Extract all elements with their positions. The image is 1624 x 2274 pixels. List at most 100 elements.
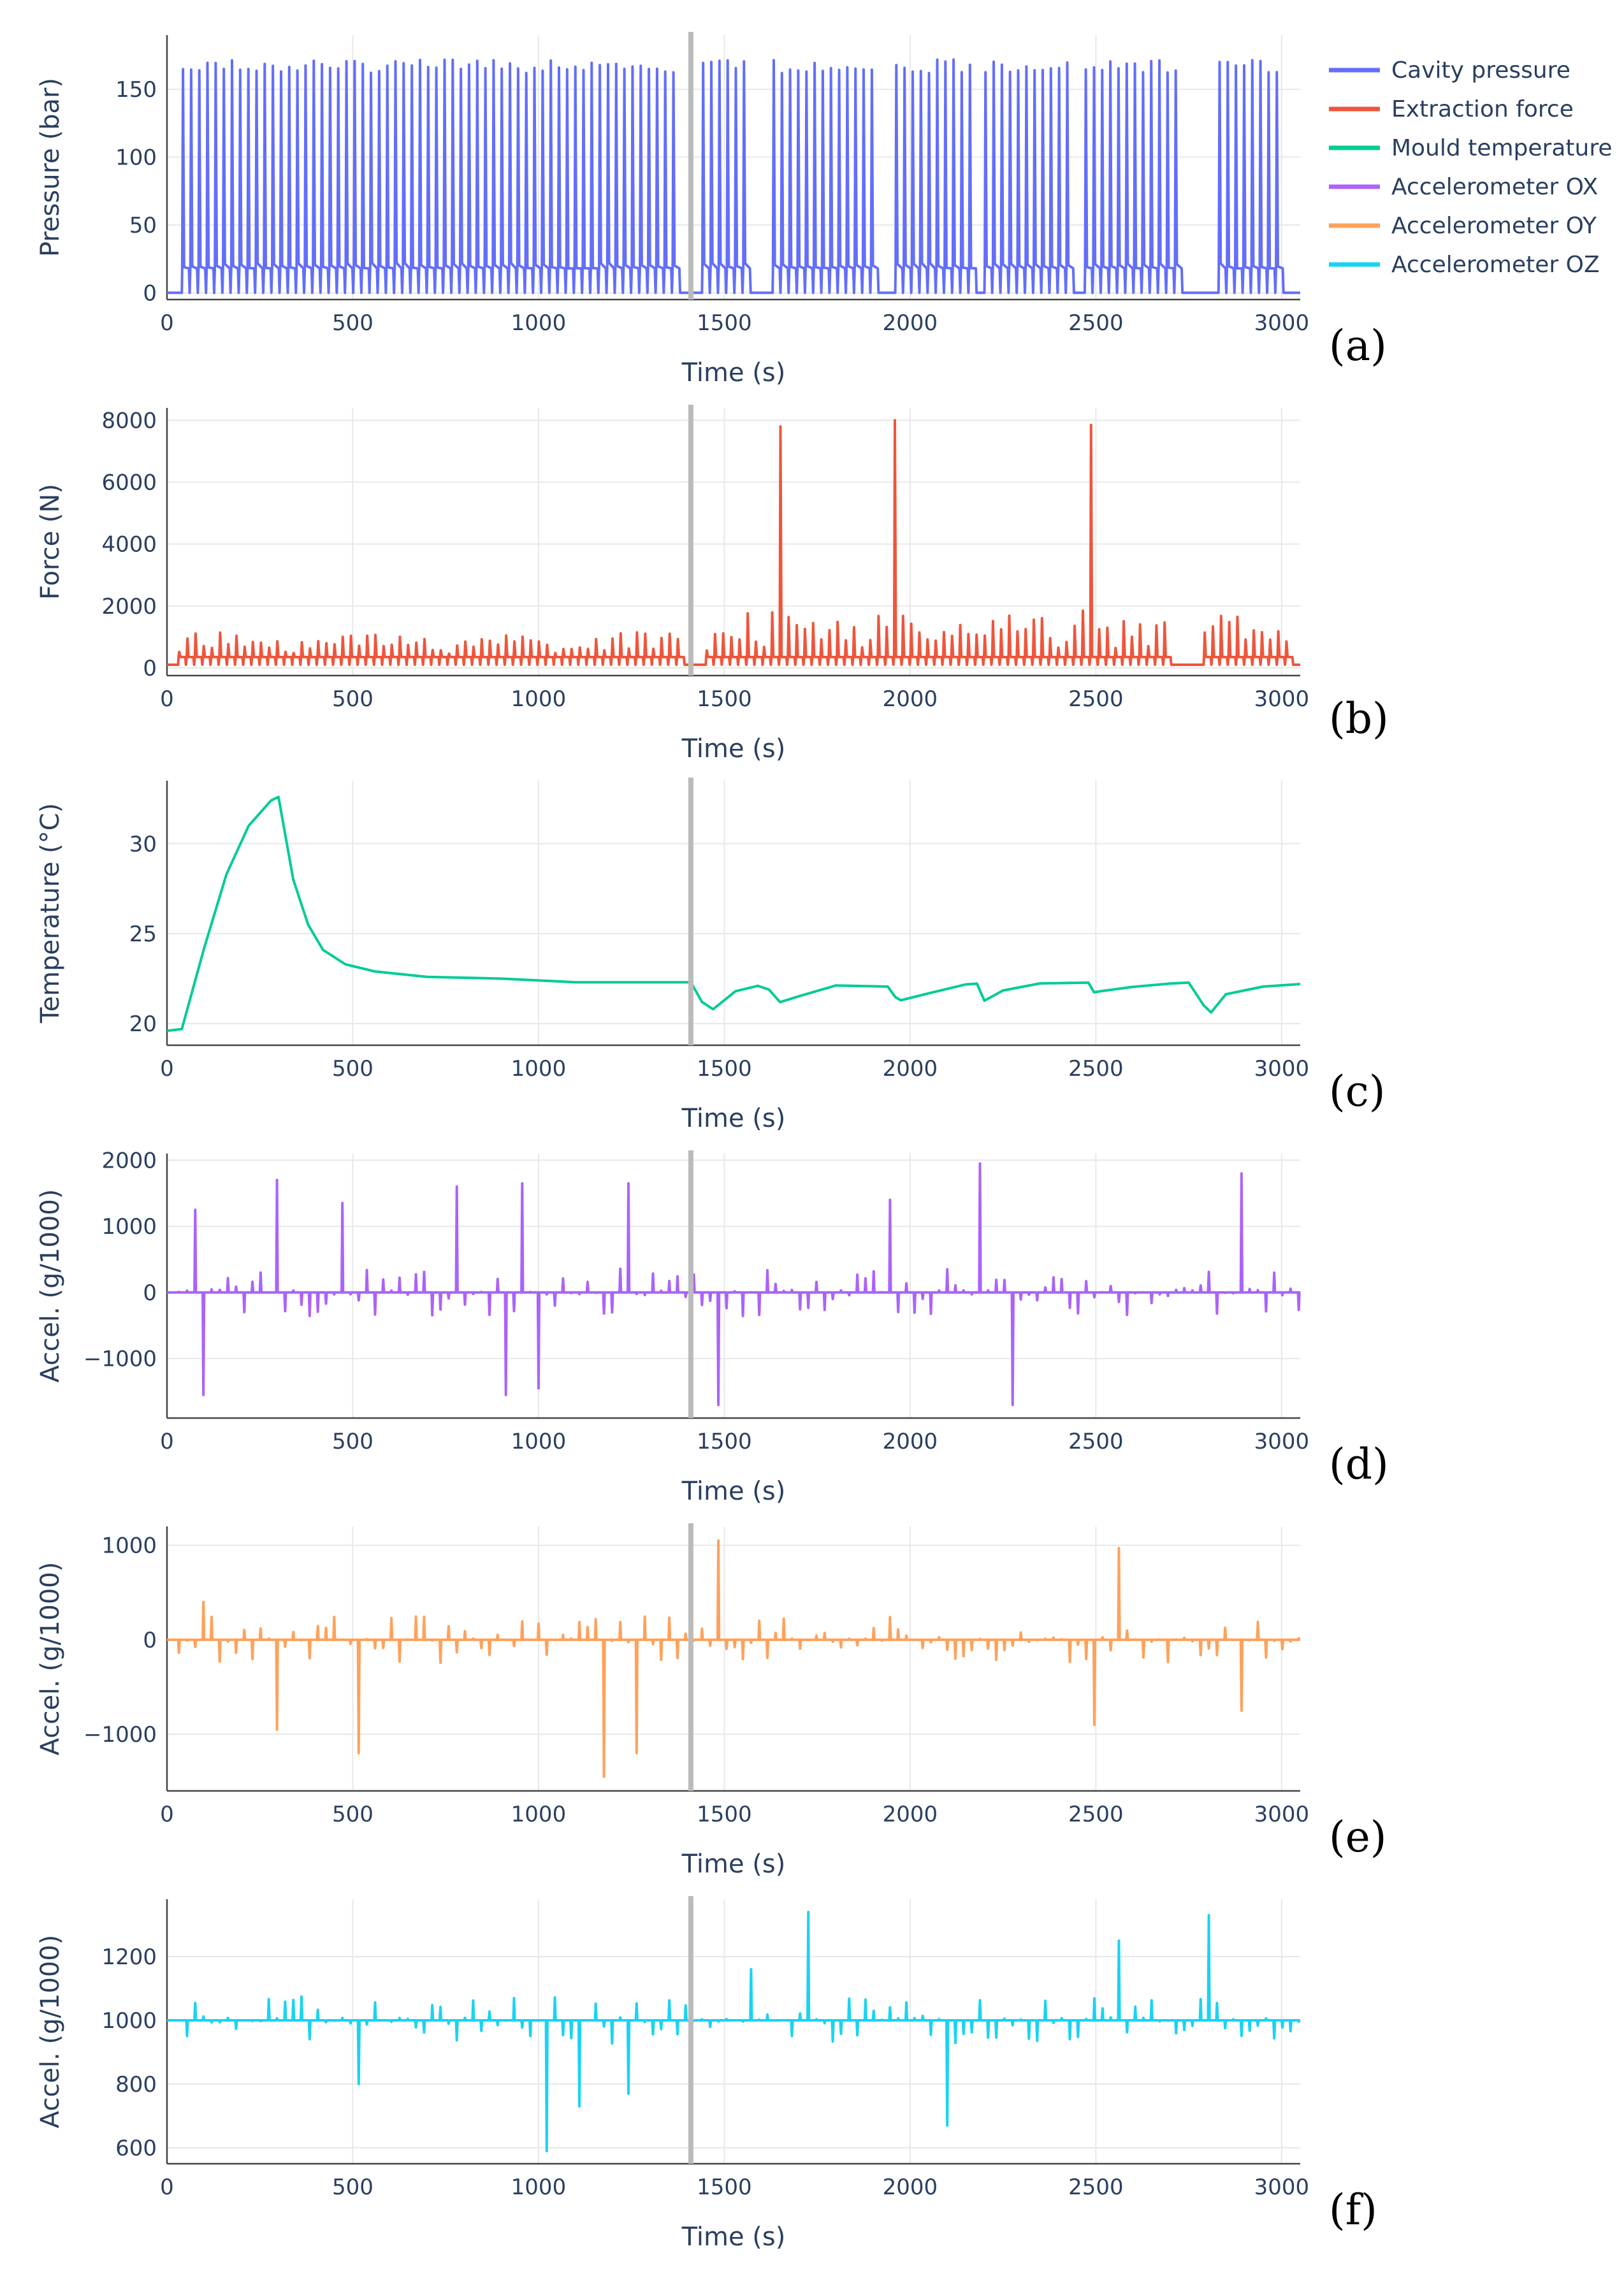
panel-b: 0 500 1000 1500 2000 2500 3000 0 2000 4000 6000 800… [36,405,1389,764]
y-tick-label: −1000 [83,1347,157,1372]
series-line [167,58,1300,294]
y-tick-label: 0 [143,1628,157,1653]
y-tick-label: 150 [115,77,157,103]
x-tick-label: 0 [160,310,174,336]
x-tick-label: 1000 [511,1802,567,1827]
series-line [167,419,1300,666]
series-line [166,795,1301,1032]
series-line [167,1162,1301,1407]
x-tick-label: 2500 [1068,310,1124,336]
x-tick-label: 0 [160,1056,174,1082]
panel-letter: (f) [1329,2185,1377,2234]
x-tick-label: 0 [160,1429,174,1454]
x-tick-label: 1000 [511,2175,567,2200]
legend-item: Mould temperature [1391,135,1612,161]
x-tick-label: 1500 [697,686,752,712]
x-tick-label: 1500 [697,1802,752,1827]
x-tick-label: 2000 [883,2175,938,2200]
panel-f: 0 500 1000 1500 2000 2500 3000 600 800 1000 1200 Ti… [36,1896,1377,2252]
y-tick-label: 1000 [101,1533,157,1559]
y-tick-label: 30 [129,832,157,857]
y-tick-label: 2000 [101,1148,157,1173]
x-tick-label: 1500 [697,2175,752,2200]
panel-c: 0 500 1000 1500 2000 2500 3000 20 25 30 Time (s) Te… [36,778,1385,1133]
y-tick-label: 8000 [101,408,157,433]
legend-item: Cavity pressure [1391,57,1570,83]
x-tick-label: 1000 [511,686,567,712]
x-tick-label: 500 [332,1056,373,1082]
x-tick-label: 0 [160,2175,174,2200]
y-axis-label: Pressure (bar) [36,78,65,257]
y-tick-label: 0 [143,280,157,306]
x-tick-label: 3000 [1254,2175,1310,2200]
legend-item: Accelerometer OX [1391,174,1598,200]
x-tick-label: 2500 [1068,2175,1124,2200]
x-axis-label: Time (s) [681,1477,786,1506]
x-tick-label: 3000 [1254,310,1310,336]
panel-letter: (c) [1329,1067,1385,1116]
y-axis-label: Accel. (g/1000) [36,1189,65,1383]
panel-d: 0 500 1000 1500 2000 2500 3000 −1000 0 1000 2000 Ti… [36,1148,1389,1506]
x-tick-label: 1500 [697,1056,752,1082]
x-axis-label: Time (s) [681,1850,786,1879]
panel-letter: (e) [1329,1813,1387,1862]
x-tick-label: 3000 [1254,1056,1310,1082]
y-tick-label: 2000 [101,594,157,619]
x-axis-label: Time (s) [681,2222,786,2252]
y-tick-label: 25 [129,922,157,947]
x-tick-label: 2000 [883,1056,938,1082]
x-tick-label: 2000 [883,1429,938,1454]
y-tick-label: 1200 [101,1944,157,1970]
x-tick-label: 2500 [1068,1056,1124,1082]
legend-item: Accelerometer OZ [1391,252,1600,278]
y-tick-label: 100 [115,145,157,171]
panel-letter: (d) [1329,1440,1389,1489]
x-tick-label: 2500 [1068,1429,1124,1454]
x-axis-label: Time (s) [681,734,786,764]
x-tick-label: 1000 [511,1056,567,1082]
x-tick-label: 500 [332,310,373,336]
x-tick-label: 500 [332,1429,373,1454]
legend-item: Accelerometer OY [1391,213,1597,239]
x-axis-label: Time (s) [681,358,786,387]
x-tick-label: 1000 [511,1429,567,1454]
y-tick-label: 0 [143,1280,157,1306]
legend-item: Extraction force [1391,96,1574,122]
y-tick-label: 50 [129,213,157,238]
x-tick-label: 3000 [1254,1802,1310,1827]
x-tick-label: 3000 [1254,1429,1310,1454]
x-tick-label: 2000 [883,1802,938,1827]
y-tick-label: 800 [115,2072,157,2097]
y-tick-label: 0 [143,656,157,681]
legend: Cavity pressure Extraction force Mould tem… [1329,57,1612,278]
y-tick-label: 1000 [101,1214,157,1240]
x-tick-label: 500 [332,2175,373,2200]
y-tick-label: 1000 [101,2008,157,2034]
x-tick-label: 2500 [1068,686,1124,712]
x-tick-label: 2500 [1068,1802,1124,1827]
x-tick-label: 500 [332,1802,373,1827]
series-line [167,1911,1301,2152]
x-tick-label: 1500 [697,310,752,336]
y-tick-label: 600 [115,2136,157,2161]
x-tick-label: 0 [160,1802,174,1827]
panel-letter: (a) [1329,321,1387,370]
y-tick-label: 6000 [101,470,157,496]
series-line [167,1539,1301,1778]
y-tick-label: −1000 [83,1722,157,1748]
y-axis-label: Accel. (g/1000) [36,1935,65,2129]
y-axis-label: Temperature (°C) [36,803,65,1024]
x-tick-label: 2000 [883,310,938,336]
x-axis-label: Time (s) [681,1104,786,1133]
y-tick-label: 20 [129,1011,157,1037]
x-tick-label: 1000 [511,310,567,336]
y-tick-label: 4000 [101,532,157,558]
panel-a: 0 500 1000 1500 2000 2500 3000 0 50 100 150 Time (s… [36,32,1387,387]
x-tick-label: 2000 [883,686,938,712]
y-axis-label: Accel. (g/1000) [36,1562,65,1756]
x-tick-label: 3000 [1254,686,1310,712]
x-tick-label: 1500 [697,1429,752,1454]
panel-letter: (b) [1329,694,1389,743]
panel-e: 0 500 1000 1500 2000 2500 3000 −1000 0 1000 Time (… [36,1523,1387,1879]
